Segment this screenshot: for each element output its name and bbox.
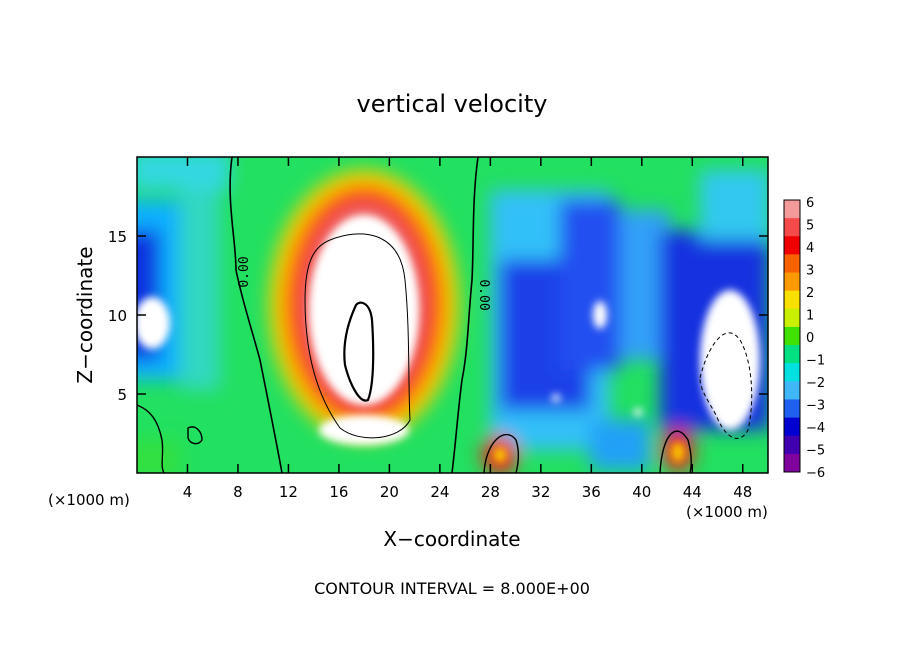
velocity-field: 0.00 0.00 <box>137 157 768 473</box>
colorbar-label: −3 <box>806 399 825 414</box>
colorbar-label: 1 <box>806 309 814 324</box>
y-tick-label: 10 <box>108 307 127 325</box>
colorbar-label: 3 <box>806 264 814 279</box>
x-tick-label: 24 <box>430 483 449 501</box>
colorbar-swatch <box>784 435 800 455</box>
colorbar-label: −4 <box>806 421 825 436</box>
colorbar-swatch <box>784 254 800 274</box>
x-tick-label: 32 <box>531 483 550 501</box>
contour-bottom-left <box>137 404 165 473</box>
x-tick-label: 48 <box>733 483 752 501</box>
contour-16-inner <box>343 301 375 402</box>
x-axis-label: X−coordinate <box>383 527 520 551</box>
y-tick-label: 15 <box>108 228 127 246</box>
colorbar-swatch <box>784 200 800 219</box>
colorbar-label: −5 <box>806 444 825 459</box>
colorbar-swatch <box>784 290 800 310</box>
contour-label-right: 0.00 <box>476 279 491 310</box>
contour-bottom-cell-2 <box>483 434 519 473</box>
colorbar-swatch <box>784 453 800 473</box>
colorbar-swatch <box>784 363 800 382</box>
x-tick-label: 8 <box>233 483 243 501</box>
colorbar-label: −6 <box>806 466 825 481</box>
y-axis-ticks: 5 10 15 <box>108 228 768 404</box>
colorbar-label: −1 <box>806 354 825 369</box>
colorbar: 6 5 4 3 2 1 0 −1 −2 −3 −4 −5 −6 <box>783 196 825 481</box>
x-tick-label: 12 <box>279 483 298 501</box>
contour-zero-left <box>229 157 283 473</box>
x-tick-label: 28 <box>481 483 500 501</box>
colorbar-swatch <box>784 417 800 437</box>
x-tick-label: 40 <box>632 483 651 501</box>
x-tick-label: 16 <box>329 483 348 501</box>
contour-8-outer <box>304 233 411 439</box>
colorbar-swatch <box>784 308 800 328</box>
x-tick-label: 20 <box>380 483 399 501</box>
contour-zero-right <box>451 157 479 473</box>
colorbar-label: 4 <box>806 241 814 256</box>
x-unit-left: (×1000 m) <box>48 491 130 509</box>
colorbar-swatch <box>784 272 800 292</box>
contour-bottom-cell-3 <box>659 430 693 473</box>
contour-interval-note: CONTOUR INTERVAL = 8.000E+00 <box>314 579 590 598</box>
colorbar-label: −2 <box>806 376 825 391</box>
colorbar-label: 6 <box>806 196 814 211</box>
colorbar-swatch <box>784 326 800 346</box>
colorbar-swatch <box>784 399 800 419</box>
colorbar-frame <box>783 199 801 473</box>
y-tick-label: 5 <box>117 386 127 404</box>
chart-title: vertical velocity <box>357 90 548 118</box>
colorbar-swatch <box>784 218 800 237</box>
x-tick-label: 4 <box>183 483 193 501</box>
x-tick-label: 36 <box>582 483 601 501</box>
colorbar-label: 0 <box>806 331 814 346</box>
x-unit-right: (×1000 m) <box>686 503 768 521</box>
colorbar-swatch <box>784 236 800 255</box>
x-axis-ticks: 4 8 12 16 20 24 28 32 36 40 44 48 <box>183 157 752 501</box>
colorbar-label: 2 <box>806 286 814 301</box>
y-axis-label: Z−coordinate <box>73 246 97 383</box>
contour-negative <box>699 332 753 439</box>
contour-bottom-cell <box>187 426 203 445</box>
contour-label-left: 0.00 <box>237 256 252 287</box>
colorbar-label: 5 <box>806 219 814 234</box>
x-tick-label: 44 <box>683 483 702 501</box>
contour-labels: 0.00 0.00 <box>237 256 491 310</box>
colorbar-swatch <box>784 345 800 364</box>
colorbar-swatch <box>784 381 800 400</box>
